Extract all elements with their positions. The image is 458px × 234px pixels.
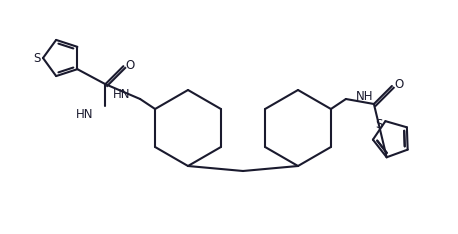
Text: S: S	[33, 52, 41, 66]
Text: HN: HN	[76, 108, 93, 121]
Text: S: S	[376, 118, 383, 131]
Text: NH: NH	[356, 91, 373, 103]
Text: O: O	[394, 78, 403, 91]
Text: O: O	[126, 59, 135, 72]
Text: HN: HN	[113, 88, 130, 102]
